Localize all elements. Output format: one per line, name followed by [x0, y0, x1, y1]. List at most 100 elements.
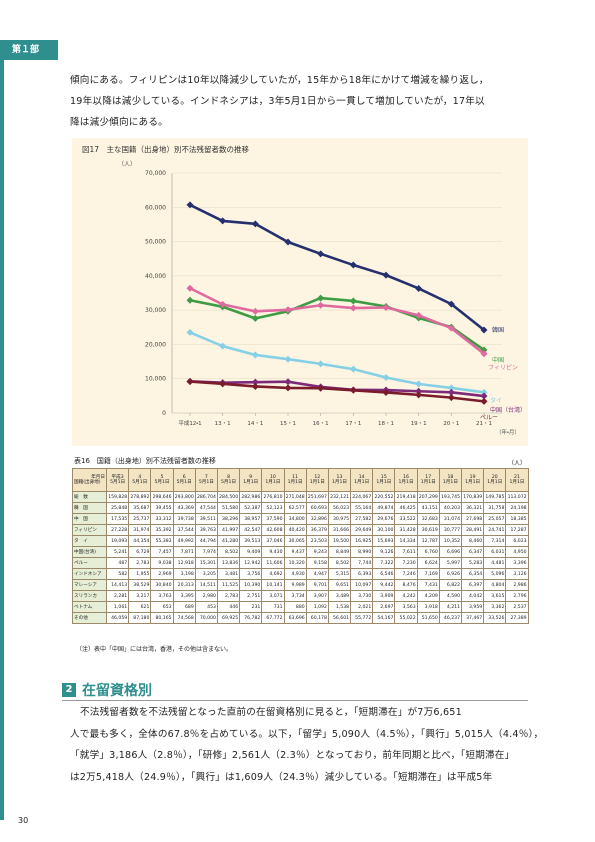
- table-cell: 271,048: [283, 491, 307, 503]
- table-cell: 30,619: [416, 524, 440, 536]
- table-cell: 39,763: [194, 524, 218, 536]
- table-cell: 4,692: [261, 568, 285, 580]
- table-cell: 170,839: [460, 491, 485, 503]
- data-point: [186, 284, 194, 292]
- y-tick-label: 50,000: [145, 239, 166, 246]
- series-label: フィリピン: [488, 365, 518, 372]
- table-cell: 30,975: [327, 513, 352, 525]
- table-cell: 2,783: [216, 590, 241, 602]
- table-cell: 4,590: [438, 590, 463, 602]
- table-cell: 6,729: [128, 546, 152, 558]
- table-cell: 31,758: [483, 502, 507, 514]
- column-date: 1月1日: [354, 480, 370, 485]
- table-cell: 11,606: [261, 557, 285, 569]
- column-header: 14 1月1日: [350, 468, 374, 492]
- data-point: [284, 306, 292, 314]
- table-cell: 56,601: [327, 612, 352, 624]
- table-cell: 17,287: [505, 524, 529, 536]
- table-cell: 8,460: [460, 535, 485, 547]
- table-cell: 33,522: [394, 513, 418, 525]
- table-cell: 9,243: [305, 546, 329, 558]
- table-cell: 2,751: [239, 590, 263, 602]
- table-cell: 3,734: [283, 590, 307, 602]
- table-cell: 1,061: [105, 601, 130, 613]
- text-line: は2万5,418人（24.9％），「興行」は1,609人（24.3％）減少してい…: [70, 771, 493, 783]
- data-point: [186, 296, 194, 304]
- table-cell: 6,354: [460, 568, 485, 580]
- column-date: 5月1日: [154, 480, 170, 485]
- series-label: 中国: [492, 356, 504, 364]
- table-cell: 7,169: [416, 568, 440, 580]
- table-cell: 56,023: [327, 502, 352, 514]
- column-year: 10: [269, 474, 276, 480]
- table-cell: 27,698: [460, 513, 485, 525]
- column-header: 7 5月1日: [194, 468, 218, 492]
- data-point: [219, 380, 227, 388]
- data-point: [382, 303, 390, 311]
- y-unit: （人）: [118, 161, 136, 168]
- table-cell: 74,568: [172, 612, 196, 624]
- data-point: [415, 311, 423, 319]
- table-cell: 1,092: [305, 601, 329, 613]
- data-point: [447, 388, 455, 396]
- table-cell: 219,418: [394, 491, 418, 503]
- data-point: [415, 387, 423, 395]
- table-cell: 3,615: [483, 590, 507, 602]
- table-cell: 24,198: [505, 502, 529, 514]
- column-header: 20 1月1日: [483, 468, 507, 492]
- row-label: 中 国: [72, 513, 107, 525]
- table-cell: 67,772: [261, 612, 285, 624]
- text-line: 不法残留者数を不法残留となった直前の在留資格別に見ると，「短期滞在」が7万6,6…: [80, 707, 462, 718]
- table-cell: 80,165: [150, 612, 174, 624]
- data-point: [349, 386, 357, 394]
- table-cell: 7,974: [194, 546, 218, 558]
- data-point: [219, 217, 227, 225]
- x-tick-label: 19・1: [411, 421, 427, 427]
- chart-title: 図17 主な国籍（出身地）別不法残留者数の推移: [82, 144, 250, 154]
- data-point: [186, 328, 194, 336]
- column-date: 1月1日: [287, 480, 303, 485]
- data-point: [447, 324, 455, 332]
- corner-cell: 年月日 国籍(出身地): [72, 468, 107, 492]
- table-cell: 3,481: [216, 568, 241, 580]
- column-date: 1月1日: [331, 480, 347, 485]
- table-row: フィリピン 27,228 31,974 35,392 37,544 39,763 41,99…: [72, 524, 529, 536]
- table-cell: 44,354: [128, 535, 152, 547]
- table-cell: 87,180: [128, 612, 152, 624]
- table-cell: 5,241: [105, 546, 130, 558]
- series-line: [189, 380, 485, 403]
- table-cell: 689: [172, 601, 196, 613]
- table-cell: 7,457: [150, 546, 174, 558]
- table-cell: 284,500: [216, 491, 241, 503]
- table-cell: 286,704: [194, 491, 218, 503]
- table-cell: 52,123: [261, 502, 285, 514]
- column-year: 5: [160, 474, 164, 480]
- table-cell: 43,151: [416, 502, 440, 514]
- column-year: 8: [227, 474, 230, 480]
- page-number: 30: [18, 816, 29, 825]
- table-cell: 15,301: [194, 557, 218, 569]
- column-date: 5月1日: [176, 480, 192, 485]
- column-year: 21: [514, 474, 520, 480]
- table-cell: 9,437: [283, 546, 307, 558]
- table-cell: 5,315: [327, 568, 352, 580]
- table-cell: 2,783: [128, 557, 152, 569]
- table-cell: 32,683: [416, 513, 440, 525]
- corner-bottom: 国籍(出身地): [74, 480, 101, 485]
- table-cell: 159,828: [105, 491, 130, 503]
- data-point: [219, 342, 227, 350]
- table-cell: 18,385: [505, 513, 529, 525]
- row-label: フィリピン: [72, 524, 107, 536]
- table-cell: 42,608: [261, 524, 285, 536]
- series-label: 中国（台湾）: [490, 406, 526, 414]
- data-point: [251, 220, 259, 228]
- column-year: 14: [358, 474, 365, 480]
- table-cell: 3,756: [239, 568, 263, 580]
- table-cell: 7,871: [172, 546, 196, 558]
- table-cell: 149,785: [483, 491, 507, 503]
- table-cell: 13,836: [216, 557, 241, 569]
- table-cell: 63,696: [283, 612, 307, 624]
- table-cell: 9,989: [283, 579, 307, 591]
- table-cell: 37,046: [261, 535, 285, 547]
- table-cell: 12,918: [172, 557, 196, 569]
